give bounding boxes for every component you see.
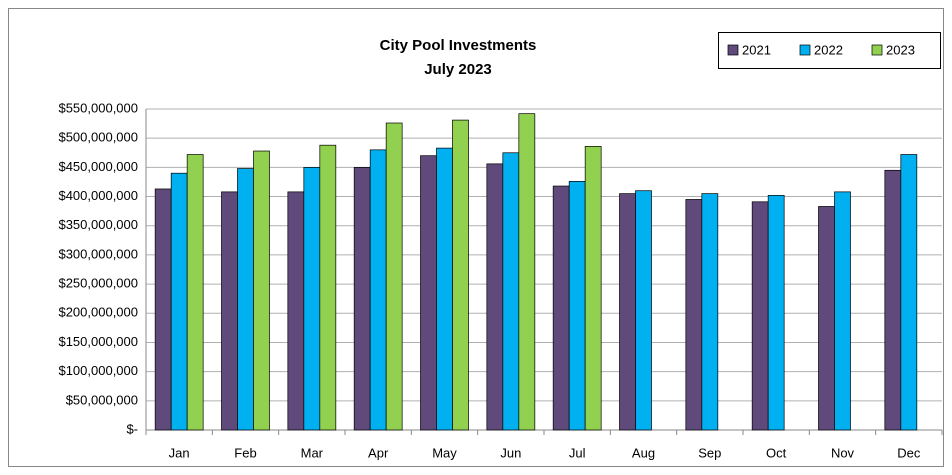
x-tick-label: Dec bbox=[897, 445, 921, 460]
bar bbox=[834, 191, 851, 431]
x-tick-label: Mar bbox=[301, 445, 324, 460]
bar bbox=[685, 199, 703, 431]
x-tick-label: Oct bbox=[766, 445, 787, 460]
bar bbox=[751, 201, 769, 431]
bar bbox=[420, 155, 437, 431]
bar bbox=[619, 193, 636, 431]
legend-swatch bbox=[799, 44, 811, 56]
bar bbox=[353, 167, 371, 431]
y-tick-label: $300,000,000 bbox=[58, 246, 138, 261]
bar bbox=[486, 163, 504, 431]
bar bbox=[237, 168, 254, 431]
bar bbox=[287, 191, 305, 431]
bar bbox=[253, 150, 270, 431]
bar bbox=[552, 185, 570, 431]
x-tick-label: Jun bbox=[500, 445, 521, 460]
chart-title: City Pool Investments bbox=[380, 37, 537, 54]
bar bbox=[221, 191, 238, 431]
y-tick-label: $450,000,000 bbox=[58, 159, 138, 174]
x-tick-label: Nov bbox=[831, 445, 855, 460]
x-tick-label: Sep bbox=[698, 445, 721, 460]
bar bbox=[186, 154, 204, 431]
bar bbox=[900, 154, 918, 431]
y-tick-label: $550,000,000 bbox=[58, 100, 138, 115]
bar bbox=[502, 152, 520, 431]
legend-swatch bbox=[871, 44, 883, 56]
bar bbox=[518, 113, 536, 431]
legend-box bbox=[718, 32, 941, 69]
y-tick-label: $150,000,000 bbox=[58, 334, 138, 349]
legend-swatch bbox=[727, 44, 739, 56]
x-tick-label: Jan bbox=[169, 445, 190, 460]
y-tick-label: $50,000,000 bbox=[66, 392, 138, 407]
bar bbox=[767, 195, 785, 431]
x-tick-label: Apr bbox=[368, 445, 389, 460]
bar bbox=[884, 169, 902, 431]
bar bbox=[701, 193, 719, 431]
legend-label: 2023 bbox=[886, 42, 915, 57]
x-tick-label: Feb bbox=[234, 445, 256, 460]
bar bbox=[303, 167, 321, 431]
bar bbox=[635, 190, 652, 431]
y-tick-label: $250,000,000 bbox=[58, 276, 138, 291]
chart-subtitle: July 2023 bbox=[424, 61, 492, 78]
x-tick-label: Aug bbox=[632, 445, 655, 460]
y-tick-label: $350,000,000 bbox=[58, 217, 138, 232]
bar bbox=[584, 146, 602, 431]
y-tick-label: $400,000,000 bbox=[58, 188, 138, 203]
bar bbox=[154, 188, 172, 431]
y-tick-label: $500,000,000 bbox=[58, 130, 138, 145]
x-tick-label: Jul bbox=[569, 445, 586, 460]
x-tick-label: May bbox=[432, 445, 457, 460]
bar bbox=[385, 122, 403, 431]
bar bbox=[319, 144, 337, 431]
bar bbox=[818, 206, 835, 431]
y-tick-label: $100,000,000 bbox=[58, 363, 138, 378]
legend-label: 2022 bbox=[814, 42, 843, 57]
bar bbox=[170, 172, 188, 431]
bar bbox=[369, 149, 387, 431]
bar bbox=[452, 119, 469, 431]
bar bbox=[568, 181, 586, 431]
y-tick-label: $200,000,000 bbox=[58, 305, 138, 320]
bar bbox=[436, 147, 453, 431]
y-tick-label: $- bbox=[126, 421, 138, 436]
legend-label: 2021 bbox=[742, 42, 771, 57]
